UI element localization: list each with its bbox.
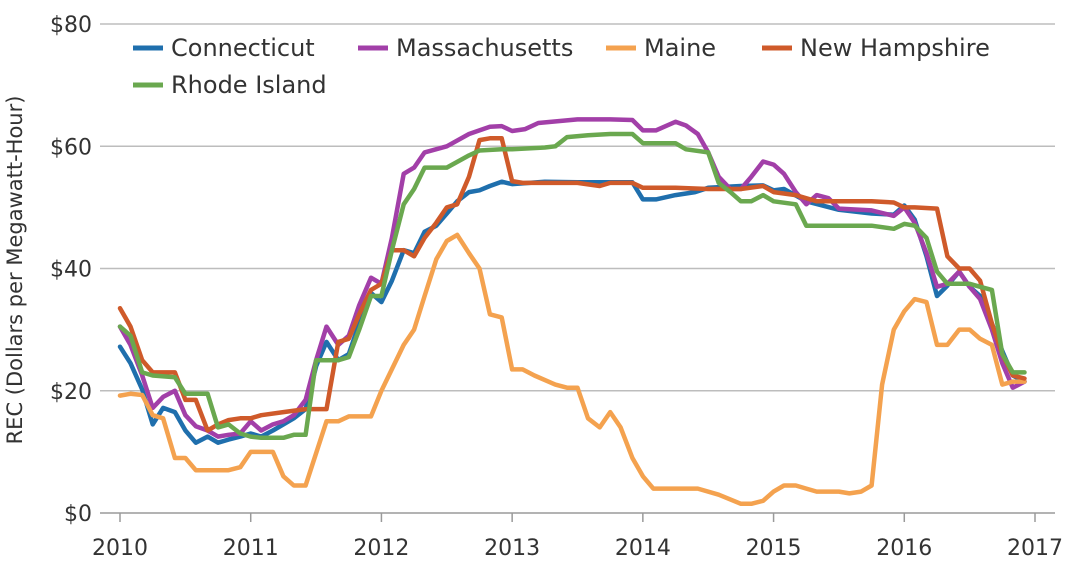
x-tick-label: 2011 xyxy=(223,536,279,561)
y-tick-label: $0 xyxy=(64,502,92,527)
legend-label: Maine xyxy=(644,34,716,62)
x-tick-label: 2017 xyxy=(1007,536,1063,561)
legend-item-rhode-island: Rhode Island xyxy=(133,71,327,99)
legend-item-massachusetts: Massachusetts xyxy=(358,34,573,62)
x-tick-label: 2014 xyxy=(615,536,671,561)
legend-item-maine: Maine xyxy=(606,34,716,62)
y-tick-label: $60 xyxy=(50,135,92,160)
series-line-new-hampshire xyxy=(117,136,1027,433)
y-axis-label: REC (Dollars per Megawatt-Hour) xyxy=(3,96,27,445)
legend-label: Connecticut xyxy=(171,34,315,62)
series-line-connecticut xyxy=(117,179,1027,445)
legend-label: Rhode Island xyxy=(171,71,327,99)
legend-label: New Hampshire xyxy=(800,34,990,62)
legend-item-connecticut: Connecticut xyxy=(133,34,315,62)
series-line-rhode-island xyxy=(117,131,1027,441)
legend: Connecticut Massachusetts Maine New Hampshi… xyxy=(133,34,990,99)
x-tick-label: 2013 xyxy=(484,536,540,561)
x-tick-label: 2015 xyxy=(746,536,802,561)
y-tick-label: $80 xyxy=(50,13,92,38)
x-tick-label: 2012 xyxy=(353,536,409,561)
series-line-massachusetts xyxy=(117,117,1027,439)
x-tick-label: 2016 xyxy=(876,536,932,561)
legend-label: Massachusetts xyxy=(396,34,573,62)
series-lines xyxy=(117,117,1027,507)
legend-item-new-hampshire: New Hampshire xyxy=(762,34,990,62)
series-line-maine xyxy=(117,232,1027,507)
y-tick-label: $20 xyxy=(50,380,92,405)
axes: $0 $20 $40 $60 $80 2010 2011 2012 2013 2014 2015 20… xyxy=(50,13,1063,561)
x-tick-label: 2010 xyxy=(92,536,148,561)
y-tick-label: $40 xyxy=(50,258,92,283)
